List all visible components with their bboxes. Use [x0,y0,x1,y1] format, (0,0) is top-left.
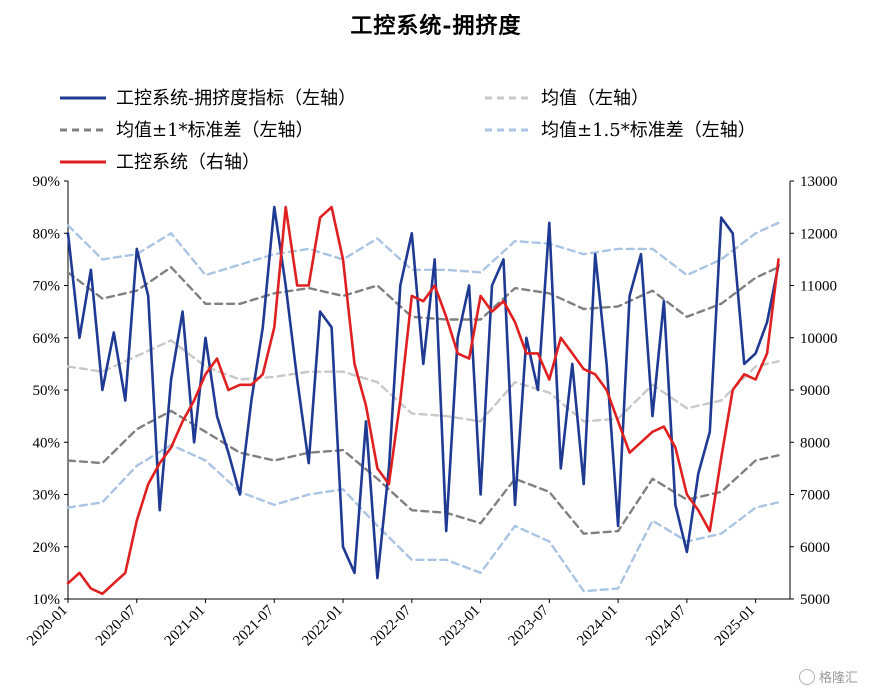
right-tick-label-5: 10000 [800,331,838,347]
left-tick-label-6: 70% [33,279,61,295]
legend-label-3: 均值±1.5*标准差（左轴） [541,120,756,141]
logo-icon [798,668,815,685]
left-tick-label-4: 50% [33,383,61,399]
series-lines [66,205,780,596]
left-tick-label-0: 10% [33,592,61,608]
x-tick-label-5: 2022-07 [368,602,415,649]
x-tick-label-10: 2025-01 [712,603,759,650]
right-tick-label-7: 12000 [800,226,838,242]
x-tick-label-9: 2024-07 [643,602,690,649]
x-tick-label-2: 2021-01 [162,603,209,650]
legend-label-0: 工控系统-拥挤度指标（左轴） [116,88,356,109]
right-tick-label-8: 13000 [800,174,838,190]
legend-label-1: 均值（左轴） [541,88,649,109]
x-tick-label-0: 2020-01 [24,603,71,650]
left-tick-label-5: 60% [33,331,61,347]
right-tick-label-2: 7000 [800,488,830,504]
legend: 工控系统-拥挤度指标（左轴） 均值（左轴） 均值±1*标准差（左轴） 均值±1.5*标… [60,88,756,173]
x-tick-label-8: 2024-01 [574,603,621,650]
series-line-2 [66,339,780,423]
right-tick-label-0: 5000 [800,592,830,608]
x-tick-label-3: 2021-07 [230,602,277,649]
right-tick-label-4: 9000 [800,383,830,399]
watermark: 格隆汇 [798,667,858,686]
left-tick-label-7: 80% [33,226,61,242]
chart-title: 工控系统-拥挤度 [350,13,522,39]
series-line-5 [66,221,780,277]
x-tick-label-1: 2020-07 [93,602,140,649]
legend-label-4: 工控系统（右轴） [116,152,260,173]
x-tick-label-6: 2023-01 [437,603,484,650]
left-tick-label-3: 40% [33,435,61,451]
x-tick-label-7: 2023-07 [505,602,552,649]
left-tick-label-2: 30% [33,488,61,504]
plot-frame [67,181,791,600]
legend-label-2: 均值±1*标准差（左轴） [116,120,314,141]
series-line-1 [66,205,780,596]
watermark-text: 格隆汇 [818,671,858,686]
left-tick-label-1: 20% [33,540,61,556]
right-tick-label-1: 6000 [800,540,830,556]
series-line-4 [66,409,780,535]
right-tick-label-6: 11000 [800,279,837,295]
series-line-6 [66,443,780,593]
axes: 10% 20% 30% 40% 50% 60% 70% 80% 90% 5000 6000 7000 8… [24,174,837,649]
std-bands [66,221,780,593]
right-tick-label-3: 8000 [800,435,830,451]
x-tick-label-4: 2022-01 [299,603,346,650]
series-line-3 [66,266,780,321]
left-tick-label-8: 90% [33,174,61,190]
series-line-0 [66,205,780,580]
